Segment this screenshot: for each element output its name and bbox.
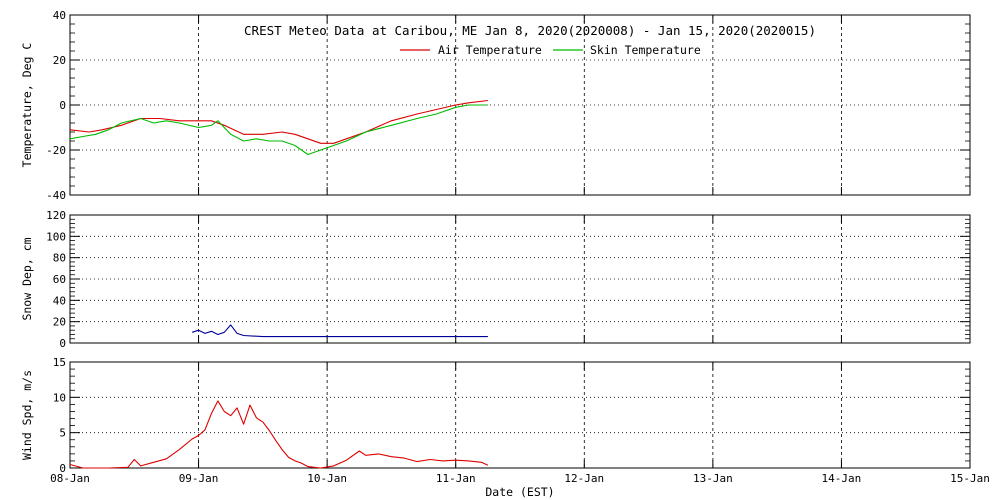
plot-frame bbox=[69, 361, 971, 469]
x-tick-label: 15-Jan bbox=[950, 472, 990, 485]
y-axis-title: Snow Dep, cm bbox=[20, 237, 34, 320]
y-tick-label: 5 bbox=[59, 427, 66, 440]
y-tick-label: 10 bbox=[53, 391, 66, 404]
series-line-air-temperature bbox=[69, 99, 488, 144]
y-tick-label: -20 bbox=[46, 144, 66, 157]
panel-1: 0 20 40 60 80 100 120 Snow Dep, cm bbox=[20, 209, 971, 350]
y-tick-label: 0 bbox=[59, 99, 66, 112]
x-tick-label: 09-Jan bbox=[179, 472, 219, 485]
series-line-wind-speed bbox=[69, 400, 489, 469]
panel-0: -40 -20 0 20 40 Temperature, Deg C bbox=[20, 9, 971, 202]
legend-label-air-temperature: Air Temperature bbox=[438, 43, 542, 57]
y-axis-title: Wind Spd, m/s bbox=[20, 370, 34, 460]
legend: Air Temperature Skin Temperature bbox=[400, 43, 701, 57]
plot-frame bbox=[69, 14, 971, 196]
x-tick-label: 12-Jan bbox=[564, 472, 604, 485]
y-tick-label: 120 bbox=[46, 209, 66, 222]
legend-label-skin-temperature: Skin Temperature bbox=[590, 43, 701, 57]
y-tick-label: 40 bbox=[53, 9, 66, 22]
series-line-snow-depth bbox=[191, 324, 488, 338]
x-tick-label: 10-Jan bbox=[307, 472, 347, 485]
x-axis-title: Date (EST) bbox=[485, 485, 554, 499]
x-tick-label: 13-Jan bbox=[693, 472, 733, 485]
y-tick-label: 20 bbox=[53, 54, 66, 67]
chart-title: CREST Meteo Data at Caribou, ME Jan 8, 2… bbox=[244, 23, 816, 38]
y-tick-label: 60 bbox=[53, 273, 66, 286]
y-tick-label: 0 bbox=[59, 337, 66, 350]
y-tick-label: 80 bbox=[53, 252, 66, 265]
y-tick-label: 40 bbox=[53, 294, 66, 307]
panel-2: 0 5 10 15 Wind Spd, m/s 08-Jan 09-Jan 10-Jan 11-… bbox=[20, 356, 990, 485]
y-tick-label: 100 bbox=[46, 230, 66, 243]
y-tick-label: 0 bbox=[59, 462, 66, 475]
y-tick-label: -40 bbox=[46, 189, 66, 202]
x-tick-label: 14-Jan bbox=[822, 472, 862, 485]
plot-frame bbox=[69, 214, 971, 344]
y-axis-title: Temperature, Deg C bbox=[20, 43, 34, 168]
series-line-skin-temperature bbox=[69, 104, 488, 156]
y-tick-label: 20 bbox=[53, 316, 66, 329]
y-tick-label: 15 bbox=[53, 356, 66, 369]
x-tick-label: 11-Jan bbox=[436, 472, 476, 485]
x-tick-label: 08-Jan bbox=[50, 472, 90, 485]
